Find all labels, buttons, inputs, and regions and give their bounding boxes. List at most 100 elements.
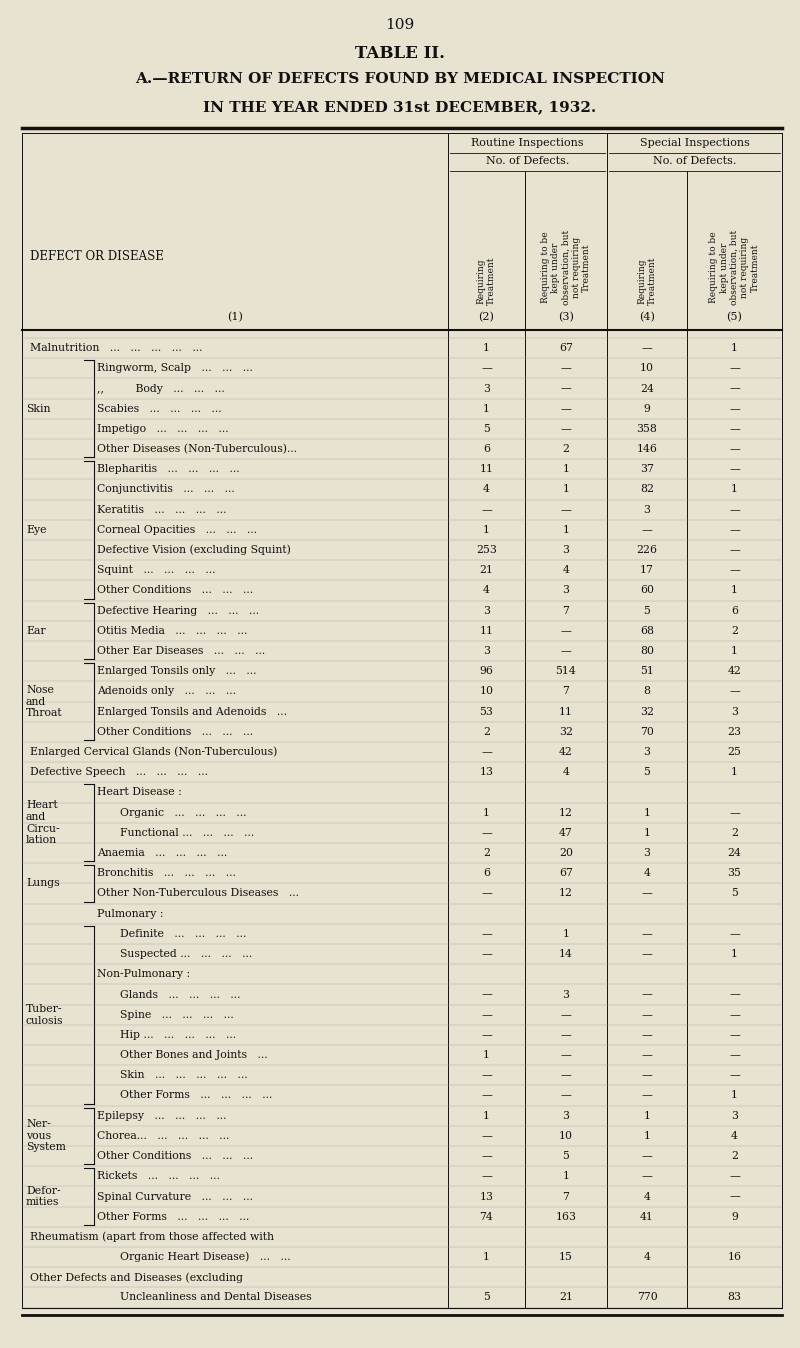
Text: (2): (2) <box>478 311 494 322</box>
Text: —: — <box>481 1030 492 1039</box>
Text: Other Conditions   ...   ...   ...: Other Conditions ... ... ... <box>97 585 253 596</box>
Text: Requiring
Treatment: Requiring Treatment <box>477 256 496 305</box>
Text: 3: 3 <box>562 545 570 555</box>
Text: Glands   ...   ...   ...   ...: Glands ... ... ... ... <box>120 989 241 999</box>
Text: —: — <box>481 1131 492 1140</box>
Text: 35: 35 <box>727 868 742 879</box>
Text: Skin   ...   ...   ...   ...   ...: Skin ... ... ... ... ... <box>120 1070 248 1080</box>
Text: Malnutrition   ...   ...   ...   ...   ...: Malnutrition ... ... ... ... ... <box>30 344 202 353</box>
Text: 3: 3 <box>731 1111 738 1120</box>
Text: Requiring
Treatment: Requiring Treatment <box>638 256 657 305</box>
Text: Corneal Opacities   ...   ...   ...: Corneal Opacities ... ... ... <box>97 524 257 535</box>
Text: 226: 226 <box>637 545 658 555</box>
Text: 13: 13 <box>479 1192 494 1201</box>
Text: 3: 3 <box>562 585 570 596</box>
Text: 1: 1 <box>731 585 738 596</box>
Text: Non-Pulmonary :: Non-Pulmonary : <box>97 969 190 979</box>
Text: Routine Inspections: Routine Inspections <box>471 137 584 148</box>
Text: —: — <box>729 1050 740 1060</box>
Text: 3: 3 <box>483 383 490 394</box>
Text: 1: 1 <box>731 767 738 778</box>
Text: 4: 4 <box>643 1192 650 1201</box>
Text: Other Ear Diseases   ...   ...   ...: Other Ear Diseases ... ... ... <box>97 646 266 656</box>
Text: 3: 3 <box>483 605 490 616</box>
Text: 67: 67 <box>559 868 573 879</box>
Text: 2: 2 <box>731 1151 738 1161</box>
Text: Epilepsy   ...   ...   ...   ...: Epilepsy ... ... ... ... <box>97 1111 226 1120</box>
Text: 4: 4 <box>483 484 490 495</box>
Text: Other Bones and Joints   ...: Other Bones and Joints ... <box>120 1050 268 1060</box>
Text: Requiring to be
kept under
observation, but
not requiring
Treatment: Requiring to be kept under observation, … <box>710 229 760 305</box>
Text: Other Forms   ...   ...   ...   ...: Other Forms ... ... ... ... <box>97 1212 250 1221</box>
Text: 146: 146 <box>637 443 658 454</box>
Text: 1: 1 <box>483 524 490 535</box>
Text: 41: 41 <box>640 1212 654 1221</box>
Text: —: — <box>729 545 740 555</box>
Text: —: — <box>729 403 740 414</box>
Text: Organic Heart Disease)   ...   ...: Organic Heart Disease) ... ... <box>120 1252 290 1262</box>
Text: (4): (4) <box>639 311 655 322</box>
Text: —: — <box>481 989 492 999</box>
Text: 6: 6 <box>483 443 490 454</box>
Text: Eye: Eye <box>26 524 46 535</box>
Text: —: — <box>481 1151 492 1161</box>
Text: (1): (1) <box>227 311 243 322</box>
Text: —: — <box>642 1091 653 1100</box>
Text: 5: 5 <box>643 767 650 778</box>
Text: 514: 514 <box>556 666 576 677</box>
Text: —: — <box>642 949 653 958</box>
Text: 4: 4 <box>562 565 570 576</box>
Text: 1: 1 <box>562 464 570 474</box>
Text: 1: 1 <box>483 344 490 353</box>
Text: 3: 3 <box>643 747 650 758</box>
Text: IN THE YEAR ENDED 31st DECEMBER, 1932.: IN THE YEAR ENDED 31st DECEMBER, 1932. <box>203 100 597 115</box>
Text: Heart
and
Circu-
lation: Heart and Circu- lation <box>26 801 60 845</box>
Text: 17: 17 <box>640 565 654 576</box>
Text: Ear: Ear <box>26 625 46 636</box>
Text: Defor-
mities: Defor- mities <box>26 1186 61 1208</box>
Text: 163: 163 <box>555 1212 577 1221</box>
Text: 60: 60 <box>640 585 654 596</box>
Text: 3: 3 <box>562 989 570 999</box>
Text: 4: 4 <box>731 1131 738 1140</box>
Text: —: — <box>729 929 740 940</box>
Text: Hip ...   ...   ...   ...   ...: Hip ... ... ... ... ... <box>120 1030 236 1039</box>
Text: —: — <box>642 989 653 999</box>
Text: —: — <box>481 828 492 838</box>
Text: 1: 1 <box>731 1091 738 1100</box>
Text: 770: 770 <box>637 1293 658 1302</box>
Text: 1: 1 <box>483 807 490 818</box>
Text: —: — <box>642 1070 653 1080</box>
Text: —: — <box>481 1091 492 1100</box>
Text: Requiring to be
kept under
observation, but
not requiring
Treatment: Requiring to be kept under observation, … <box>541 229 591 305</box>
Text: 2: 2 <box>483 848 490 859</box>
Text: 10: 10 <box>640 364 654 373</box>
Text: Adenoids only   ...   ...   ...: Adenoids only ... ... ... <box>97 686 236 697</box>
Text: —: — <box>561 423 571 434</box>
Text: 10: 10 <box>559 1131 573 1140</box>
Text: 1: 1 <box>731 646 738 656</box>
Text: Nose
and
Throat: Nose and Throat <box>26 685 62 718</box>
Text: Suspected ...   ...   ...   ...: Suspected ... ... ... ... <box>120 949 252 958</box>
Text: 24: 24 <box>640 383 654 394</box>
Text: Bronchitis   ...   ...   ...   ...: Bronchitis ... ... ... ... <box>97 868 236 879</box>
Text: —: — <box>729 1070 740 1080</box>
Text: 82: 82 <box>640 484 654 495</box>
Text: Enlarged Tonsils only   ...   ...: Enlarged Tonsils only ... ... <box>97 666 257 677</box>
Text: 23: 23 <box>727 727 742 737</box>
Text: —: — <box>642 929 653 940</box>
Text: 1: 1 <box>483 1050 490 1060</box>
Text: 80: 80 <box>640 646 654 656</box>
Text: Tuber-
culosis: Tuber- culosis <box>26 1004 63 1026</box>
Text: —: — <box>729 807 740 818</box>
Text: Enlarged Cervical Glands (Non-Tuberculous): Enlarged Cervical Glands (Non-Tuberculou… <box>30 747 278 758</box>
Text: 12: 12 <box>559 807 573 818</box>
Text: Spine   ...   ...   ...   ...: Spine ... ... ... ... <box>120 1010 234 1019</box>
Text: —: — <box>729 383 740 394</box>
Text: 1: 1 <box>731 484 738 495</box>
Text: 67: 67 <box>559 344 573 353</box>
Text: Defective Vision (excluding Squint): Defective Vision (excluding Squint) <box>97 545 291 555</box>
Text: 7: 7 <box>562 1192 570 1201</box>
Text: 5: 5 <box>731 888 738 899</box>
Text: 83: 83 <box>727 1293 742 1302</box>
